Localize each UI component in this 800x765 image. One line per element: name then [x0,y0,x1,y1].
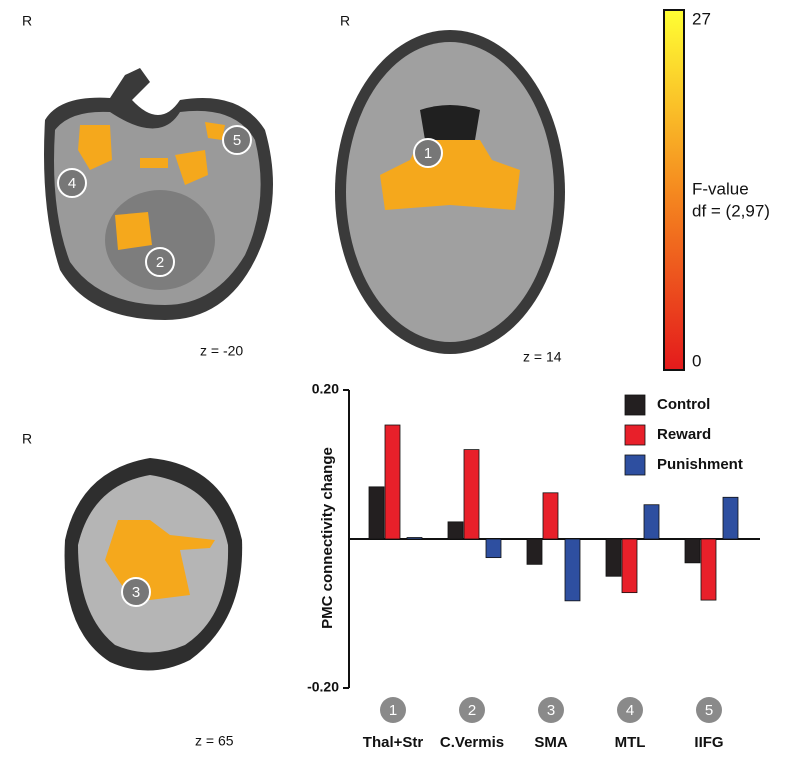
region-marker: 5 [222,125,252,155]
side-label: R [22,431,32,447]
colorbar-max: 27 [692,9,711,28]
bar [384,424,401,540]
region-number: 3 [132,584,140,601]
category-marker [617,697,643,723]
legend-swatch [624,394,646,416]
category-marker [696,697,722,723]
brain-axial-high [335,30,565,354]
slice-label: z = 65 [195,733,234,749]
legend-label: Reward [657,426,711,443]
bar [621,538,638,594]
bar [368,486,385,540]
colorbar-label: F-value [692,179,749,198]
region-marker: 2 [145,247,175,277]
region-number: 5 [233,132,241,149]
x-tick-label: SMA [534,734,568,751]
bar [463,449,480,540]
region-marker: 1 [413,138,443,168]
y-axis-label: PMC connectivity change [319,447,336,629]
bar [643,504,660,540]
x-tick-label: C.Vermis [440,734,504,751]
category-marker [538,697,564,723]
bar [700,538,717,601]
region-number: 4 [68,175,76,192]
category-number: 4 [626,702,634,719]
region-marker: 3 [121,577,151,607]
bar [564,538,581,602]
bar [447,521,464,540]
region-number: 2 [156,254,164,271]
category-number: 5 [705,702,713,719]
category-number: 1 [389,702,397,719]
x-tick-label: IIFG [694,734,723,751]
colorbar-df: df = (2,97) [692,201,770,220]
legend-swatch [624,454,646,476]
legend-label: Punishment [657,456,743,473]
bar [485,538,502,559]
region-marker: 4 [57,168,87,198]
bar [542,492,559,540]
y-tick-label: -0.20 [307,679,339,695]
bar [684,538,701,564]
side-label: R [340,13,350,29]
bar [526,538,543,565]
brain-axial-top [64,458,243,671]
slice-label: z = -20 [200,343,243,359]
bar [406,537,423,540]
region-number: 1 [424,145,432,162]
colorbar-min: 0 [692,351,701,370]
y-tick-label: 0.20 [312,381,339,397]
brain-axial-low [44,68,273,320]
bar [722,496,739,540]
legend-label: Control [657,396,710,413]
legend-swatch [624,424,646,446]
bar [605,538,622,577]
x-tick-label: Thal+Str [363,734,424,751]
slice-label: z = 14 [523,349,562,365]
bar-chart: 0.20 -0.20 1 Thal+Str 2 C.Vermis 3 SMA 4 MTL 5 IIFG… [307,381,760,751]
side-label: R [22,13,32,29]
category-marker [380,697,406,723]
category-number: 3 [547,702,555,719]
x-tick-label: MTL [615,734,646,751]
category-number: 2 [468,702,476,719]
colorbar [663,9,685,371]
category-marker [459,697,485,723]
